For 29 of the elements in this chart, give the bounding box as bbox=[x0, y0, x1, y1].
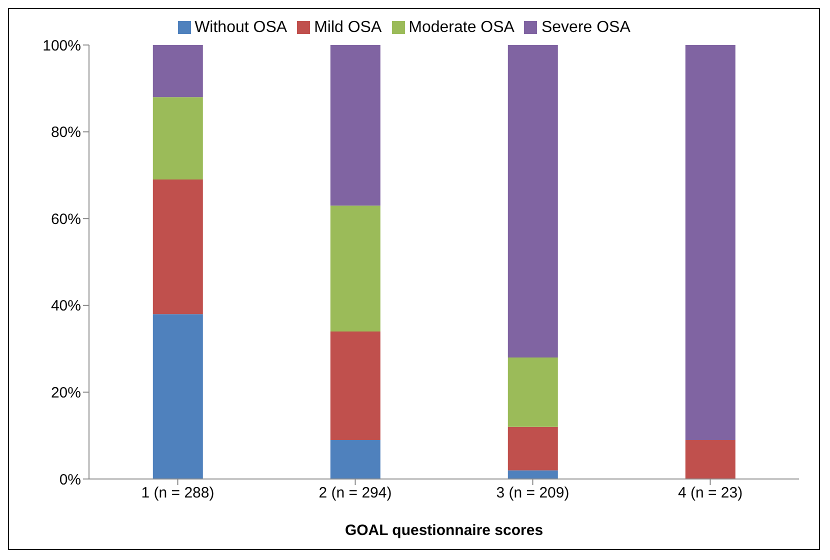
bar bbox=[330, 440, 380, 479]
bar bbox=[508, 357, 558, 427]
bar bbox=[508, 45, 558, 358]
y-tick-label: 100% bbox=[42, 37, 81, 54]
bar bbox=[330, 331, 380, 440]
bar bbox=[330, 45, 380, 206]
y-tick-label: 80% bbox=[50, 124, 81, 142]
bar bbox=[685, 440, 736, 479]
bar bbox=[152, 180, 203, 314]
bar bbox=[152, 97, 203, 180]
bar bbox=[152, 45, 203, 98]
y-tick-label: 40% bbox=[50, 298, 81, 315]
bar bbox=[508, 426, 558, 470]
x-axis-title: GOAL questionnaire scores bbox=[344, 522, 544, 539]
y-tick-label: 60% bbox=[50, 210, 81, 228]
x-tick-label: 2 (n = 294) bbox=[318, 484, 392, 502]
x-tick-label: 1 (n = 288) bbox=[141, 484, 214, 502]
bar bbox=[152, 314, 203, 479]
legend-label: Mild OSA bbox=[314, 19, 382, 36]
y-tick-label: 0% bbox=[59, 471, 81, 488]
legend-label: Moderate OSA bbox=[408, 19, 514, 36]
x-tick-label: 3 (n = 209) bbox=[496, 484, 570, 502]
legend-label: Without OSA bbox=[194, 19, 288, 36]
bar bbox=[685, 45, 736, 440]
bar bbox=[330, 206, 380, 332]
bar bbox=[508, 470, 558, 479]
legend-label: Severe OSA bbox=[541, 19, 630, 36]
x-tick-label: 4 (n = 23) bbox=[678, 484, 743, 502]
y-tick-label: 20% bbox=[50, 384, 81, 402]
